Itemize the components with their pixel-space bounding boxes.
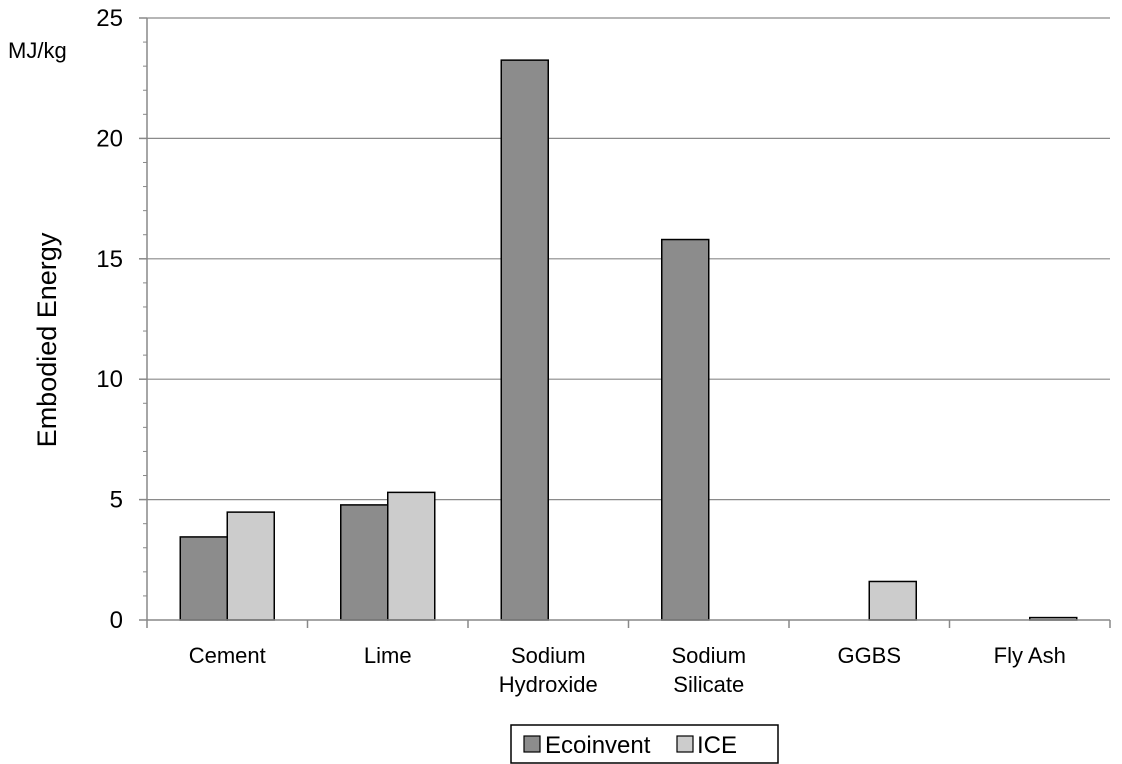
bar-ice [868,580,917,621]
legend-box [510,724,779,764]
bar-ice [387,491,436,621]
bar-ecoinvent [500,59,549,621]
bar-ecoinvent [340,504,389,621]
y-tick-labels: 0 5 10 15 20 25 [96,5,123,634]
gridlines [147,17,1110,501]
y-tick-label: 0 [110,607,123,634]
y-tick-label: 25 [96,5,123,32]
x-tick-label: GGBS [837,643,901,668]
legend-label: ICE [697,732,737,759]
bar-ecoinvent [661,238,710,621]
y-tick-label: 5 [110,487,123,514]
unit-label: MJ/kg [8,38,67,63]
legend-swatch-ice [676,735,694,753]
y-axis-title: Embodied Energy [32,232,62,447]
axes [139,17,1111,628]
bars [179,59,1078,621]
legend-label: Ecoinvent [545,732,651,759]
x-tick-labels: Cement Lime Sodium Hydroxide Sodium Silicate G… [189,643,1066,697]
legend-swatch-ecoinvent [523,735,541,753]
y-tick-label: 15 [96,246,123,273]
y-tick-label: 10 [96,366,123,393]
bar-ice [226,511,275,621]
x-tick-label: Cement [189,643,266,668]
x-tick-label: Fly Ash [994,643,1066,668]
y-tick-label: 20 [96,125,123,152]
x-tick-label: Sodium Silicate [671,643,746,697]
x-tick-label: Lime [364,643,412,668]
bar-ecoinvent [179,536,228,621]
x-tick-label: Sodium Hydroxide [499,643,598,697]
legend: Ecoinvent ICE [510,724,779,764]
